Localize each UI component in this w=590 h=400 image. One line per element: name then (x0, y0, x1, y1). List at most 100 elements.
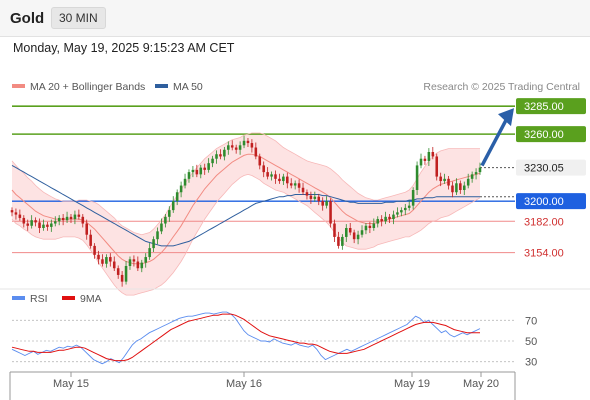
bollinger-band (12, 133, 480, 296)
candle-body-5 (30, 220, 33, 226)
candle-body-22 (97, 254, 100, 260)
candle-body-54 (223, 149, 226, 157)
candle-body-67 (274, 174, 277, 179)
legend-label-1: MA 50 (173, 81, 203, 93)
candle-body-21 (93, 245, 96, 255)
candle-body-92 (372, 223, 376, 228)
level-tag-bg-2 (516, 159, 586, 176)
candle-body-97 (392, 214, 395, 220)
legend-label-0: MA 20 + Bollinger Bands (30, 81, 145, 93)
candle-body-35 (148, 248, 151, 258)
candle-body-29 (124, 266, 128, 282)
candle-body-70 (286, 176, 289, 184)
candle-body-112 (451, 185, 454, 193)
rsi-legend-label-1: 9MA (80, 293, 102, 305)
candle-body-20 (89, 234, 92, 246)
candle-body-47 (195, 169, 199, 175)
candle-body-77 (313, 196, 317, 199)
candle-body-13 (61, 217, 65, 221)
candle-body-24 (105, 257, 108, 264)
candle-body-0 (10, 210, 14, 213)
candle-body-60 (246, 140, 250, 144)
legend-swatch-1 (155, 84, 168, 88)
candle-body-19 (85, 223, 89, 235)
candle-body-113 (455, 183, 458, 193)
candle-body-31 (132, 259, 136, 262)
rsi-legend-swatch-1 (62, 296, 75, 300)
candle-body-96 (388, 216, 391, 220)
candle-body-119 (478, 167, 482, 173)
candle-body-32 (136, 261, 140, 269)
candle-body-101 (407, 205, 411, 208)
candle-body-86 (348, 228, 352, 233)
candle-body-15 (69, 216, 73, 220)
candle-body-44 (183, 178, 187, 186)
candle-body-18 (81, 216, 85, 224)
candle-body-11 (53, 221, 57, 224)
candle-body-110 (443, 178, 446, 182)
level-tag-bg-1 (516, 126, 586, 143)
candle-body-89 (360, 230, 364, 235)
candle-body-64 (262, 165, 265, 173)
rsi-legend-swatch-0 (12, 296, 25, 300)
rsi-tick-0: 70 (525, 315, 537, 327)
rsi-series-1 (11, 313, 480, 362)
ma50-line (11, 164, 480, 247)
candle-body-25 (109, 257, 112, 262)
candle-body-23 (101, 259, 104, 264)
candle-body-59 (242, 140, 246, 146)
forecast-arrow-head (498, 108, 514, 127)
candle-body-72 (293, 183, 297, 186)
candle-body-56 (230, 145, 234, 148)
candle-body-7 (38, 222, 41, 228)
level-tag-1: 3260.00 (524, 129, 564, 141)
candle-body-28 (120, 274, 124, 282)
candle-body-51 (211, 158, 214, 164)
candle-body-69 (282, 176, 285, 182)
candle-body-27 (116, 268, 120, 275)
candle-body-12 (57, 217, 61, 222)
candle-body-16 (73, 214, 77, 220)
rsi-legend-label-0: RSI (30, 293, 48, 305)
x-label-1: May 16 (226, 378, 262, 390)
interval-badge[interactable]: 30 MIN (51, 7, 106, 29)
candle-body-40 (168, 210, 171, 217)
level-tag-5: 3154.00 (524, 248, 564, 260)
candle-body-42 (175, 192, 179, 202)
candle-body-62 (254, 147, 258, 157)
candle-body-17 (77, 214, 81, 217)
candle-body-14 (65, 216, 69, 221)
rsi-series-0 (11, 311, 481, 365)
candle-body-109 (439, 176, 442, 182)
candle-body-75 (305, 192, 309, 196)
candle-body-105 (423, 158, 427, 161)
candle-body-1 (14, 212, 18, 215)
level-tag-2: 3230.05 (524, 163, 564, 175)
candle-body-58 (238, 145, 242, 150)
candle-body-103 (415, 165, 419, 190)
candle-body-78 (317, 196, 321, 202)
level-tag-bg-0 (516, 98, 586, 115)
candle-body-55 (227, 145, 230, 150)
candle-body-88 (356, 234, 360, 240)
candle-body-8 (42, 224, 45, 228)
candle-body-37 (156, 231, 159, 240)
candle-body-106 (427, 152, 431, 161)
candle-body-81 (329, 201, 332, 224)
candle-body-34 (144, 257, 147, 263)
x-label-2: May 19 (394, 378, 430, 390)
candle-body-84 (341, 236, 344, 246)
candle-body-94 (380, 219, 383, 222)
candle-body-33 (140, 262, 144, 269)
candle-body-53 (219, 154, 222, 157)
candle-body-80 (325, 201, 328, 206)
candle-body-90 (364, 225, 368, 231)
candle-body-100 (403, 207, 407, 211)
candle-body-107 (431, 152, 435, 157)
candle-body-4 (26, 223, 30, 226)
candle-body-117 (470, 174, 474, 179)
candle-body-48 (199, 167, 203, 175)
candle-body-91 (368, 225, 372, 228)
candle-body-104 (419, 158, 423, 166)
